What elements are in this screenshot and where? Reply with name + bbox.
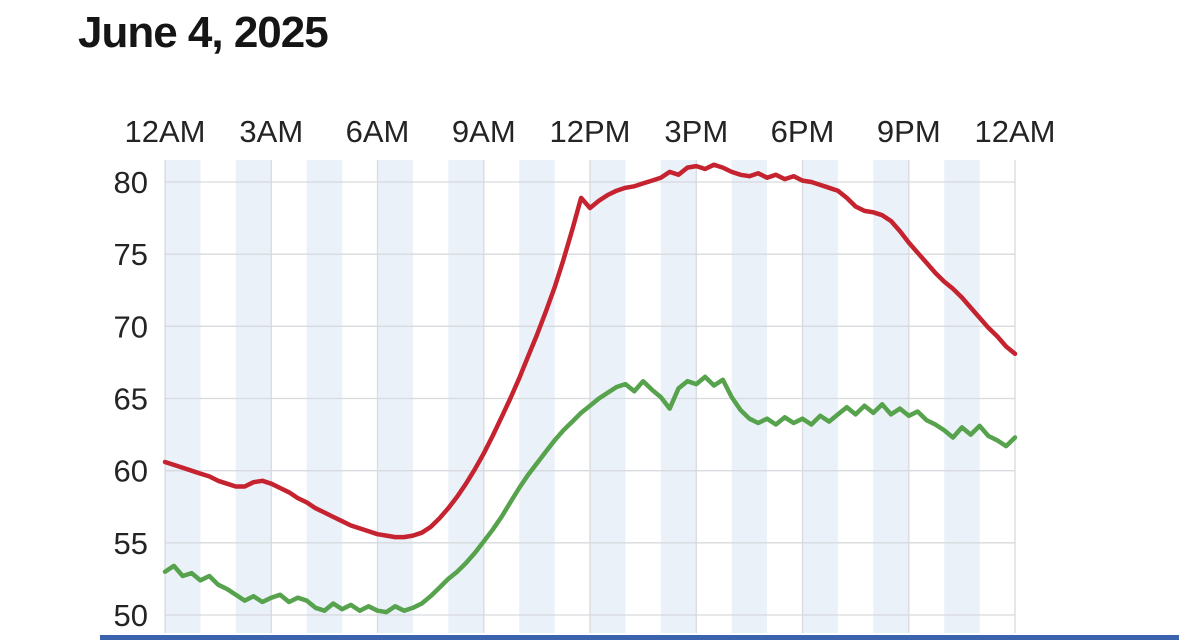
hour-stripe xyxy=(519,160,555,633)
y-axis-tick-label: 80 xyxy=(114,165,148,200)
hour-stripe xyxy=(873,160,909,633)
x-axis-tick-label: 12AM xyxy=(125,114,206,149)
hour-stripe xyxy=(235,160,272,633)
y-axis-tick-label: 75 xyxy=(114,237,148,272)
y-axis-tick-label: 60 xyxy=(114,454,148,489)
y-axis-tick-label: 70 xyxy=(114,309,148,344)
x-axis-tick-label: 12PM xyxy=(550,114,631,149)
hour-stripe xyxy=(306,160,343,633)
hour-stripe xyxy=(448,160,484,633)
y-axis-tick-label: 55 xyxy=(114,526,148,561)
bottom-blue-bar xyxy=(100,635,1179,640)
x-axis-tick-label: 3AM xyxy=(239,114,303,149)
hour-stripe xyxy=(590,160,626,633)
hour-stripe xyxy=(165,160,201,633)
hour-stripe xyxy=(660,160,697,633)
y-axis-tick-label: 50 xyxy=(114,598,148,633)
x-axis-tick-label: 12AM xyxy=(975,114,1056,149)
x-axis-tick-label: 9PM xyxy=(877,114,941,149)
hour-stripe xyxy=(731,160,768,633)
hour-stripe xyxy=(944,160,980,633)
hour-stripe xyxy=(802,160,838,633)
hour-stripe xyxy=(377,160,413,633)
x-axis-tick-label: 6AM xyxy=(346,114,410,149)
x-axis-tick-label: 6PM xyxy=(771,114,835,149)
y-axis-tick-label: 65 xyxy=(114,382,148,417)
green-series-line xyxy=(162,374,1018,615)
red-series-line xyxy=(162,162,1018,540)
page-title: June 4, 2025 xyxy=(78,8,329,57)
x-axis-tick-label: 9AM xyxy=(452,114,516,149)
x-axis-tick-label: 3PM xyxy=(664,114,728,149)
